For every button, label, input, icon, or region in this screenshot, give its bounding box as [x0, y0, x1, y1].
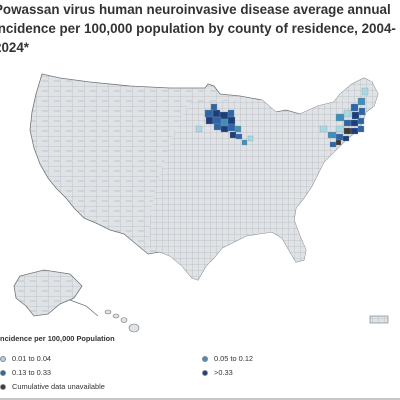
legend-swatch-highest [202, 369, 208, 376]
legend-swatch-mid [202, 355, 208, 362]
upper-midwest-cluster [195, 103, 254, 146]
legend-swatch-unavailable [0, 383, 6, 390]
legend-label-unavailable: Cumulative data unavailable [12, 382, 105, 391]
legend-item-highest: >0.33 [202, 368, 233, 377]
hawaii [104, 309, 140, 333]
puerto-rico [369, 315, 389, 324]
legend-item-mid: 0.05 to 0.12 [202, 354, 253, 363]
legend-swatch-low [0, 355, 6, 362]
legend-swatch-high [0, 369, 6, 376]
bottom-border [0, 398, 400, 400]
northeast-cluster [319, 87, 369, 148]
legend-label-mid: 0.05 to 0.12 [214, 354, 254, 363]
alaska [13, 269, 99, 317]
legend-item-high: 0.13 to 0.33 [0, 368, 51, 377]
legend-label-low: 0.01 to 0.04 [12, 354, 52, 363]
legend-label-high: 0.13 to 0.33 [12, 368, 52, 377]
legend-label-highest: >0.33 [214, 368, 233, 377]
legend: Incidence per 100,000 Population 0.01 to… [0, 334, 400, 400]
map-title: Powassan virus human neuroinvasive disea… [0, 2, 396, 55]
us-county-map [13, 73, 389, 333]
legend-item-low: 0.01 to 0.04 [0, 354, 51, 363]
contiguous-us [29, 73, 379, 281]
legend-item-unavailable: Cumulative data unavailable [0, 382, 105, 391]
legend-title: Incidence per 100,000 Population [0, 334, 115, 343]
